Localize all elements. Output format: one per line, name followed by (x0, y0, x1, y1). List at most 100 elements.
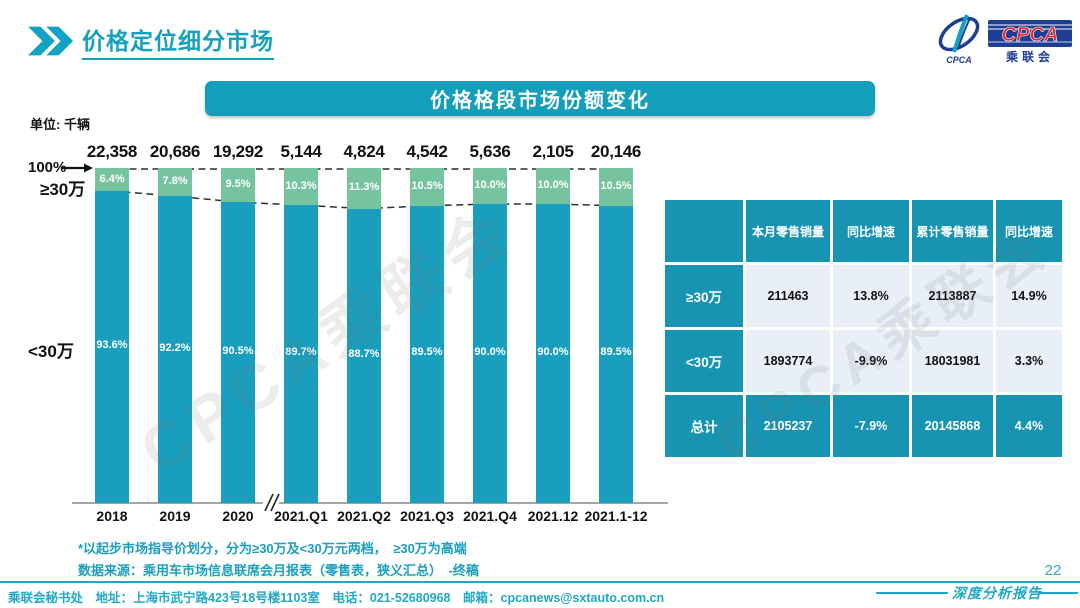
y-axis-100-label: 100% (28, 159, 67, 176)
bar-total-label: 4,824 (343, 142, 385, 161)
page-number: 22 (1044, 562, 1062, 579)
bar-total-label: 20,146 (590, 142, 642, 161)
bar-segment-low-label: 92.2% (159, 341, 191, 354)
table-cell: 2105237 (746, 395, 830, 457)
table-row-label: 总计 (665, 395, 743, 457)
bar-segment-low-label: 89.5% (411, 346, 443, 359)
table-cell: 211463 (746, 265, 830, 327)
footnote: *以起步市场指导价划分，分为≥30万及<30万元两档， ≥30万为高端 (78, 541, 467, 556)
bar-segment-high-label: 10.0% (537, 179, 569, 191)
bar-segment-low-label: 93.6% (96, 339, 128, 351)
bar-segment-low (95, 191, 129, 503)
bar-segment-high-label: 10.5% (411, 179, 443, 192)
table-cell: -7.9% (833, 395, 909, 457)
x-axis-label: 2021.12 (527, 508, 579, 524)
table-header-cell: 累计零售销量 (912, 200, 993, 262)
logo-en-text: CPCA (1002, 24, 1059, 46)
table-cell: 3.3% (996, 330, 1062, 392)
x-axis-label: 2018 (96, 508, 128, 524)
bar-segment-low (347, 208, 381, 503)
arrow-icon (62, 163, 93, 173)
axis-break-mark (263, 493, 280, 512)
bar-total-label: 2,105 (532, 142, 574, 161)
bar-segment-high-label: 10.5% (600, 179, 632, 192)
x-axis-label: 2021.Q2 (337, 508, 391, 524)
bar-segment-high (347, 168, 381, 209)
table-cell: 2113887 (912, 265, 993, 327)
bar-total-label: 5,636 (469, 142, 511, 161)
bar-segment-low-label: 90.0% (474, 345, 506, 358)
footer-divider-line (0, 581, 1080, 583)
bar-segment-low (221, 202, 255, 503)
logo-small-text: CPCA (946, 55, 972, 65)
slide-header: 价格定位细分市场 (28, 22, 274, 60)
bar-segment-low (158, 196, 192, 503)
bar-total-label: 20,686 (149, 142, 201, 161)
x-axis-label: 2021.Q3 (400, 508, 454, 524)
bar-segment-low (284, 205, 318, 503)
bar-segment-low (473, 204, 507, 503)
y-axis-upper-label: ≥30万 (40, 180, 86, 199)
table-row-label: ≥30万 (665, 265, 743, 327)
bar-segment-low (599, 205, 633, 503)
report-label-right-line (1038, 592, 1078, 594)
report-label: 深度分析报告 (952, 587, 1042, 602)
summary-table: 本月零售销量 同比增速 累计零售销量 同比增速 ≥30万 211463 13.8% 21138… (665, 200, 1062, 457)
chart-title-banner: 价格格段市场份额变化 (205, 81, 875, 116)
bar-segment-high (284, 168, 318, 206)
table-row-label: <30万 (665, 330, 743, 392)
bar-segment-high-label: 9.5% (225, 178, 251, 191)
bar-total-label: 4,542 (406, 142, 448, 161)
x-axis-label: 2021.Q1 (274, 508, 328, 524)
bar-segment-low (410, 205, 444, 503)
bar-total-label: 5,144 (280, 142, 322, 161)
table-cell: -9.9% (833, 330, 909, 392)
x-axis-label: 2021.1-12 (584, 508, 648, 524)
x-axis-label: 2019 (159, 508, 191, 524)
table-header-cell: 同比增速 (996, 200, 1062, 262)
bar-segment-high-label: 6.4% (99, 172, 125, 185)
x-axis-label: 2021.Q4 (463, 508, 517, 524)
bar-segment-high (599, 168, 633, 206)
footer-contact-info: 乘联会秘书处 地址：上海市武宁路423号18号楼1103室 电话：021-526… (8, 591, 665, 605)
bar-segment-high-label: 10.3% (285, 179, 317, 192)
table-cell: 18031981 (912, 330, 993, 392)
bar-segment-high-label: 11.3% (348, 181, 380, 194)
bar-segment-low-label: 89.5% (600, 346, 632, 359)
bar-segment-low-label: 90.5% (222, 344, 254, 357)
bar-total-label: 19,292 (212, 142, 264, 161)
segment-boundary-dashed-line (111, 190, 617, 210)
table-cell: 1893774 (746, 330, 830, 392)
bar-total-label: 22,358 (86, 142, 138, 161)
unit-label: 单位: 千辆 (30, 117, 90, 132)
bar-segment-low (536, 204, 570, 503)
logo-cn-text: 乘联会 (1005, 49, 1054, 64)
bar-segment-high (221, 168, 255, 203)
double-chevron-icon (28, 26, 74, 56)
bar-segment-high-label: 7.8% (162, 175, 188, 187)
page-title: 价格定位细分市场 (82, 22, 274, 60)
y-axis-lower-label: <30万 (28, 342, 74, 361)
cpca-logo-icon: CPCA CPCA 乘联会 (938, 14, 1072, 65)
bar-segment-low-label: 88.7% (348, 347, 380, 360)
table-cell: 4.4% (996, 395, 1062, 457)
bar-segment-low-label: 90.0% (537, 345, 569, 358)
x-axis-label: 2020 (222, 508, 254, 524)
table-corner-cell (665, 200, 743, 262)
table-cell: 14.9% (996, 265, 1062, 327)
bar-segment-low-label: 89.7% (285, 346, 317, 358)
table-cell: 20145868 (912, 395, 993, 457)
footnote-source: 数据来源：乘用车市场信息联席会月报表（零售表，狭义汇总） -终稿 (78, 563, 479, 578)
bar-segment-high (158, 168, 192, 197)
table-cell: 13.8% (833, 265, 909, 327)
bar-segment-high (536, 168, 570, 204)
bar-segment-high (473, 168, 507, 204)
cpca-logo: CPCA CPCA 乘联会 (932, 8, 1074, 71)
bar-segment-high (410, 168, 444, 206)
bar-segment-high (95, 168, 129, 191)
table-header-cell: 同比增速 (833, 200, 909, 262)
table-header-cell: 本月零售销量 (746, 200, 830, 262)
bar-segment-high-label: 10.0% (474, 179, 506, 191)
